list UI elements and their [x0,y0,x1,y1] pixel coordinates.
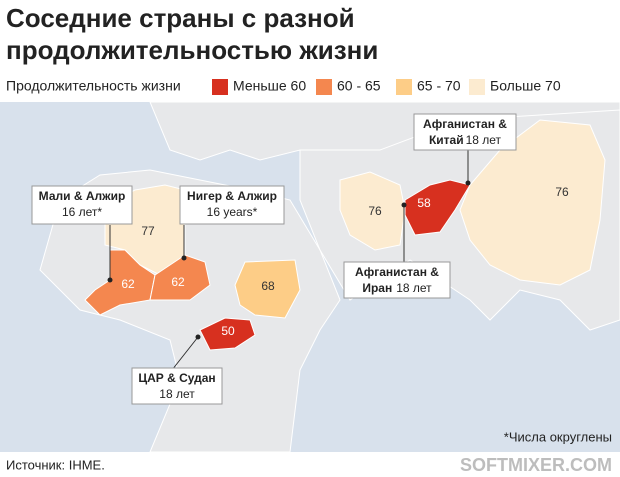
legend-item: Меньше 60 [233,78,306,94]
region-sudan [234,259,301,319]
callout-line: Китай 18 лет [429,133,502,147]
legend-swatch [396,79,412,95]
region-car [199,317,256,351]
callout-title: Иран [362,281,392,295]
region-iran [339,171,406,251]
callout-box [31,185,133,225]
legend-item: 65 - 70 [417,78,461,94]
callout-note: 18 лет [396,281,432,295]
title-line: Соседние страны с разной [6,3,355,33]
region-value: 68 [261,279,275,293]
leader-dot [465,180,471,186]
callout-title: Мали & Алжир [39,189,126,203]
footnote: *Числа округлены [504,429,612,444]
legend-swatch [316,79,332,95]
region-value: 77 [141,224,155,238]
callout-box [413,113,517,151]
title-line: продолжительностью жизни [6,35,378,65]
leader-dot [401,202,407,208]
region-value: 58 [417,196,431,210]
callout-title: Афганистан & [423,117,507,131]
region-value: 76 [368,204,382,218]
callout-line: Иран 18 лет [362,281,432,295]
callout-box [131,367,223,405]
legend-item: Больше 70 [490,78,561,94]
region-china [459,119,606,286]
source: Источник: IHME. [6,457,105,472]
legend-label: Продолжительность жизни [6,78,181,94]
leader-line [171,336,199,371]
watermark: SOFTMIXER.COM [460,455,612,475]
callout-note: 16 years* [207,205,258,219]
leader-dot [107,277,113,283]
region-value: 62 [121,277,135,291]
callout-note: 16 лет* [62,205,102,219]
leader-dot [195,334,201,340]
callout-title: Китай [429,133,464,147]
callout-note: 18 лет [466,133,502,147]
callout-box [179,185,285,225]
legend-item: 60 - 65 [337,78,381,94]
callout-title: Нигер & Алжир [187,189,277,203]
region-mali [84,249,156,316]
callout-title: Афганистан & [355,265,439,279]
leader-dot [181,255,187,261]
callout-note: 18 лет [159,387,195,401]
region-value: 50 [221,324,235,338]
callout-box [343,261,451,299]
region-afghanistan [404,179,471,236]
region-value: 76 [555,185,569,199]
legend-swatch [212,79,228,95]
region-niger [149,254,211,301]
legend-swatch [469,79,485,95]
region-value: 62 [171,275,185,289]
callout-title: ЦАР & Судан [138,371,215,385]
